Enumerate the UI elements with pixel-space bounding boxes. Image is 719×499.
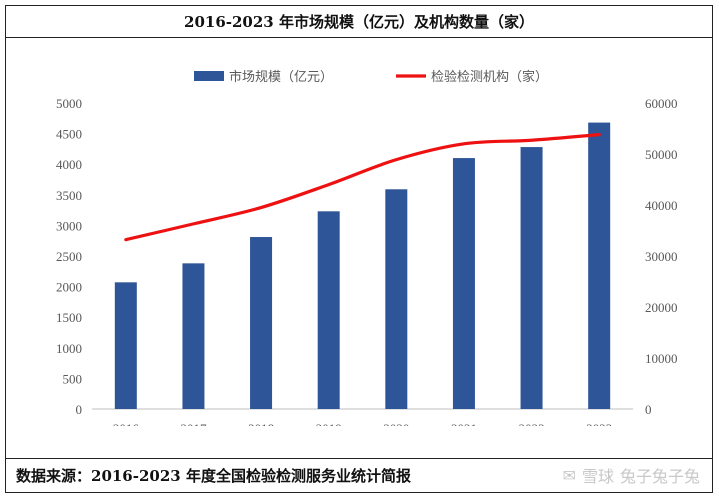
y-left-tick-label: 4500 xyxy=(56,127,82,142)
y-right-tick-label: 10000 xyxy=(645,351,678,366)
y-left-tick-label: 3000 xyxy=(56,218,82,233)
y-left-tick-label: 2000 xyxy=(56,280,82,295)
wechat-icon: ✉ xyxy=(562,465,576,485)
bar xyxy=(588,122,611,410)
chart-frame: 2016-2023 年市场规模（亿元）及机构数量（家） 0 500 1000 1500… xyxy=(5,5,713,493)
y-left-tick-label: 1500 xyxy=(56,310,82,325)
x-tick-label: 2016 xyxy=(113,421,140,426)
x-tick-label: 2018 xyxy=(248,421,274,426)
y-left-tick-label: 2500 xyxy=(56,249,82,264)
chart-svg: 0 500 1000 1500 2000 2500 3000 3500 4000 4500 5000… xyxy=(56,69,678,426)
bar xyxy=(182,263,205,409)
bar xyxy=(317,211,340,409)
bar xyxy=(114,282,137,409)
x-tick-label: 2021 xyxy=(451,421,477,426)
x-tick-label: 2017 xyxy=(180,421,207,426)
y-right-tick-label: 0 xyxy=(645,402,652,417)
footer-bar: 数据来源：2016-2023 年度全国检验检测服务业统计简报 ✉ 雪球 兔子兔子… xyxy=(6,458,712,492)
bar xyxy=(520,147,543,409)
x-tick-label: 2020 xyxy=(383,421,409,426)
y-right-tick-label: 60000 xyxy=(645,96,678,111)
watermark-logo: 雪球 xyxy=(581,467,614,486)
chart-title: 2016-2023 年市场规模（亿元）及机构数量（家） xyxy=(184,13,534,31)
title-bar: 2016-2023 年市场规模（亿元）及机构数量（家） xyxy=(6,6,712,38)
x-tick-label: 2023 xyxy=(586,421,612,426)
y-right-tick-label: 30000 xyxy=(645,249,678,264)
bar xyxy=(385,189,408,409)
y-left-tick-label: 0 xyxy=(76,402,83,417)
watermark-user: 兔子兔子兔 xyxy=(619,467,700,486)
legend-label-institutions: 检验检测机构（家） xyxy=(431,69,548,84)
y-left-tick-label: 3500 xyxy=(56,188,82,203)
bar xyxy=(452,158,475,409)
y-left-tick-label: 500 xyxy=(63,371,83,386)
line-series-institutions xyxy=(124,133,601,242)
watermark: ✉ 雪球 兔子兔子兔 xyxy=(563,463,700,487)
source-note: 数据来源：2016-2023 年度全国检验检测服务业统计简报 xyxy=(16,467,411,485)
x-tick-label: 2022 xyxy=(519,421,545,426)
y-left-tick-label: 4000 xyxy=(56,157,82,172)
legend-swatch-market xyxy=(194,71,224,81)
bar xyxy=(250,237,273,409)
y-right-tick-label: 20000 xyxy=(645,300,678,315)
legend-label-market: 市场规模（亿元） xyxy=(229,69,333,84)
y-right-tick-label: 40000 xyxy=(645,198,678,213)
y-left-tick-label: 5000 xyxy=(56,96,82,111)
y-right-tick-label: 50000 xyxy=(645,147,678,162)
x-tick-label: 2019 xyxy=(316,421,342,426)
y-left-tick-label: 1000 xyxy=(56,341,82,356)
